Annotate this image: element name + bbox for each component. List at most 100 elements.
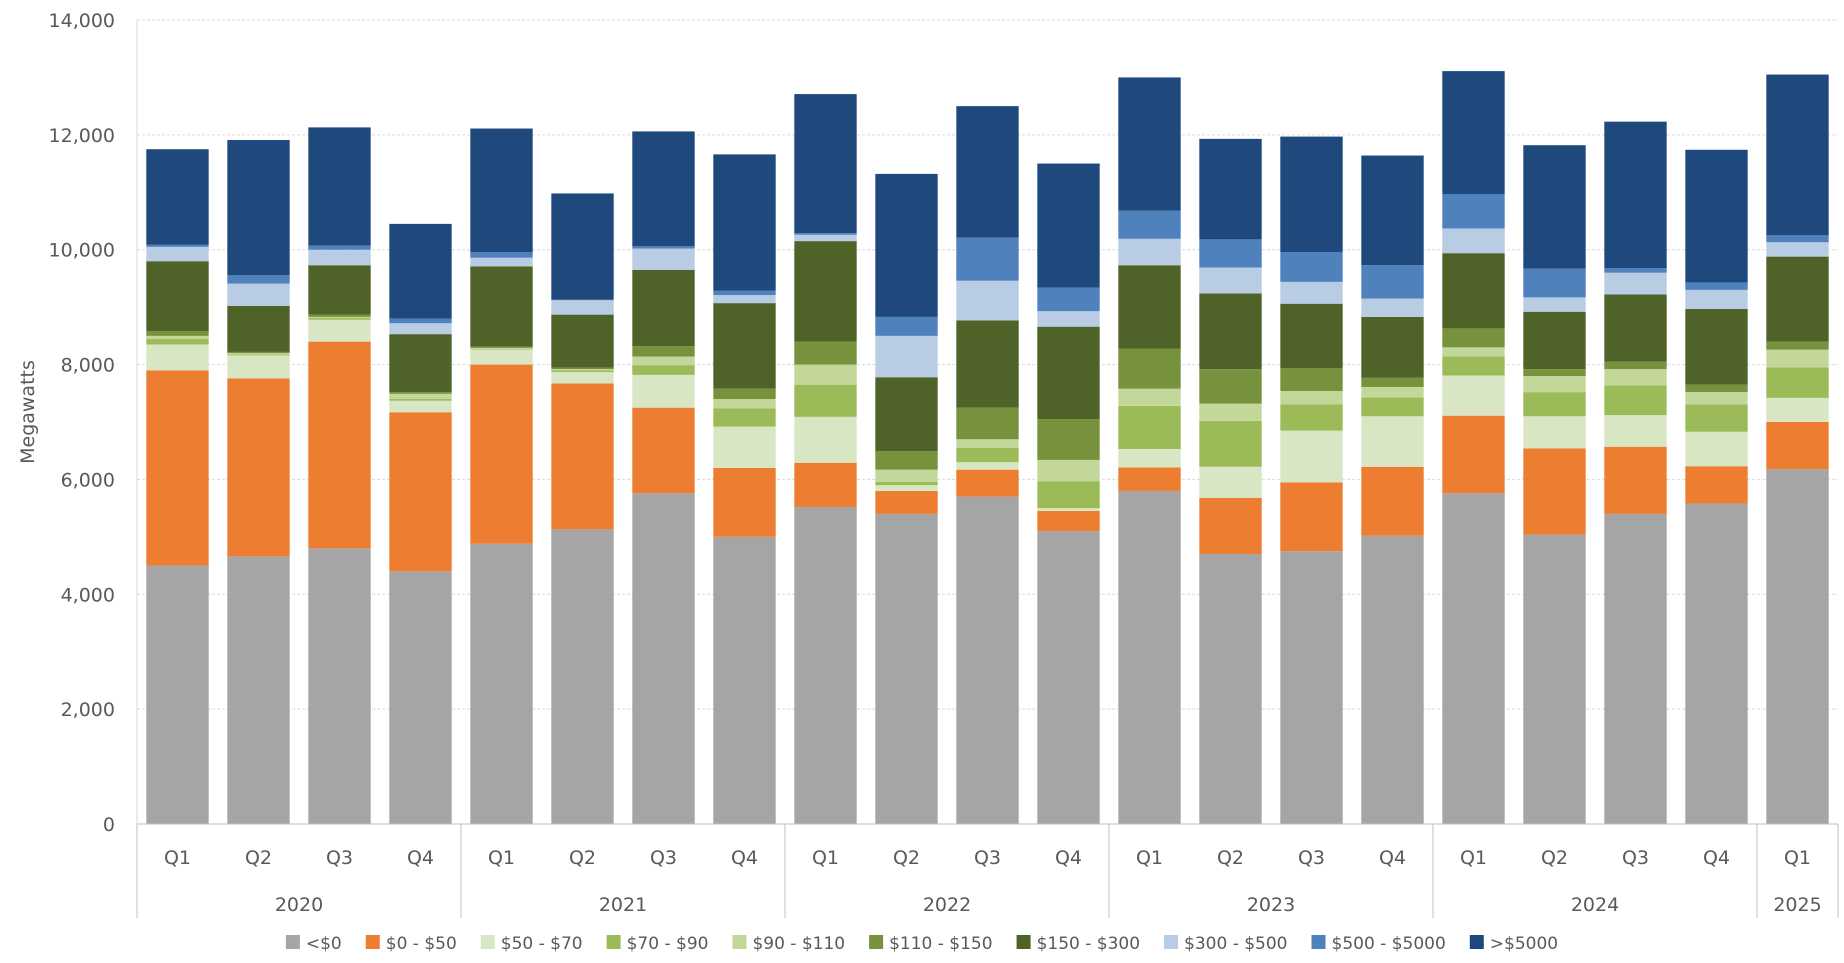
bar-segment bbox=[875, 513, 938, 824]
bar-segment bbox=[146, 246, 209, 262]
bar-segment bbox=[713, 154, 776, 291]
bar-segment bbox=[551, 383, 614, 530]
bar-segment bbox=[308, 265, 371, 315]
bar-segment bbox=[1199, 369, 1262, 404]
legend-item: <$0 bbox=[285, 934, 342, 954]
bar-segment bbox=[308, 249, 371, 266]
x-tick-label: Q3 bbox=[326, 847, 353, 869]
x-group-label: 2022 bbox=[923, 894, 971, 916]
x-group-label: 2023 bbox=[1247, 894, 1295, 916]
bar-segment bbox=[1361, 316, 1424, 378]
bar-segment bbox=[875, 316, 938, 336]
bar-segment bbox=[1685, 431, 1748, 467]
bar-segment bbox=[1280, 551, 1343, 824]
bar-segment bbox=[1442, 356, 1505, 376]
bar-segment bbox=[551, 193, 614, 300]
bar-segment bbox=[1442, 328, 1505, 348]
bar-segment bbox=[227, 556, 290, 824]
bar-segment bbox=[470, 128, 533, 253]
legend-swatch bbox=[732, 935, 747, 949]
legend-label: $110 - $150 bbox=[889, 934, 992, 954]
bar-segment bbox=[1361, 155, 1424, 266]
bar-segment bbox=[146, 149, 209, 245]
legend-label: $500 - $5000 bbox=[1332, 934, 1446, 954]
legend-swatch bbox=[1164, 935, 1179, 949]
bar-segment bbox=[1442, 71, 1505, 195]
bar-segment bbox=[794, 364, 857, 385]
bar-segment bbox=[1361, 397, 1424, 417]
bar-segment bbox=[389, 223, 452, 319]
bar-segment bbox=[1199, 420, 1262, 467]
x-tick-label: Q1 bbox=[1460, 847, 1487, 869]
bar-segment bbox=[1280, 404, 1343, 431]
legend-swatch bbox=[480, 935, 495, 949]
bar-segment bbox=[632, 407, 695, 494]
bar-segment bbox=[1523, 392, 1586, 417]
bar-segment bbox=[1766, 367, 1829, 398]
bar-segment bbox=[1604, 294, 1667, 362]
bar-segment bbox=[1199, 293, 1262, 370]
bar-segment bbox=[1280, 252, 1343, 282]
bar-segment bbox=[1604, 446, 1667, 514]
bar-segment bbox=[551, 300, 614, 315]
legend-item: $110 - $150 bbox=[869, 934, 993, 954]
bar-segment bbox=[1766, 341, 1829, 350]
x-tick-label: Q4 bbox=[1703, 847, 1730, 869]
x-tick-label: Q2 bbox=[893, 847, 920, 869]
bar-segment bbox=[632, 365, 695, 375]
x-tick-label: Q3 bbox=[974, 847, 1001, 869]
x-group-label: 2020 bbox=[275, 894, 323, 916]
bar-segment bbox=[227, 140, 290, 275]
y-tick-label: 4,000 bbox=[61, 584, 115, 606]
bar-segment bbox=[1118, 238, 1181, 266]
bar-segment bbox=[956, 447, 1019, 463]
bar-segment bbox=[632, 246, 695, 249]
legend-label: $50 - $70 bbox=[501, 934, 583, 954]
bar-segment bbox=[713, 303, 776, 389]
bar-segment bbox=[1361, 416, 1424, 467]
bar-segment bbox=[632, 493, 695, 824]
bar-segment bbox=[1685, 308, 1748, 385]
bar-segment bbox=[1199, 239, 1262, 268]
bar-segment bbox=[956, 407, 1019, 440]
x-tick-label: Q1 bbox=[164, 847, 191, 869]
bar-segment bbox=[956, 320, 1019, 408]
bar-segment bbox=[632, 374, 695, 408]
bar-segment bbox=[227, 305, 290, 352]
legend-label: $300 - $500 bbox=[1184, 934, 1287, 954]
x-group-label: 2021 bbox=[599, 894, 647, 916]
y-tick-label: 8,000 bbox=[61, 355, 115, 377]
bar-segment bbox=[713, 408, 776, 427]
legend-swatch bbox=[365, 935, 380, 949]
x-tick-label: Q1 bbox=[488, 847, 515, 869]
bar-segment bbox=[1604, 385, 1667, 416]
bar-segment bbox=[227, 274, 290, 284]
bar-segment bbox=[1442, 228, 1505, 254]
bar-segment bbox=[1442, 375, 1505, 416]
legend-item: $70 - $90 bbox=[606, 934, 708, 954]
bar-segment bbox=[1118, 467, 1181, 491]
x-tick-label: Q4 bbox=[1379, 847, 1406, 869]
bar-segment bbox=[956, 280, 1019, 321]
bar-segment bbox=[551, 314, 614, 368]
bar-segment bbox=[146, 344, 209, 371]
bar-segment bbox=[1442, 415, 1505, 494]
legend-item: >$5000 bbox=[1469, 934, 1558, 954]
bar-segment bbox=[551, 372, 614, 384]
bar-segment bbox=[1037, 531, 1100, 824]
bar-segment bbox=[551, 367, 614, 370]
x-tick-label: Q4 bbox=[1055, 847, 1082, 869]
bar-segment bbox=[1037, 511, 1100, 532]
bar-segment bbox=[713, 399, 776, 409]
bar-segment bbox=[1118, 210, 1181, 239]
bar-segment bbox=[1199, 138, 1262, 240]
bar-segment bbox=[1361, 535, 1424, 824]
bar-segment bbox=[1685, 289, 1748, 309]
bar-segment bbox=[551, 369, 614, 371]
bar-segment bbox=[1199, 554, 1262, 824]
x-tick-label: Q1 bbox=[1784, 847, 1811, 869]
bar-segment bbox=[713, 536, 776, 824]
bar-segment bbox=[1685, 149, 1748, 283]
bar-segment bbox=[146, 261, 209, 332]
legend-item: $300 - $500 bbox=[1164, 934, 1288, 954]
